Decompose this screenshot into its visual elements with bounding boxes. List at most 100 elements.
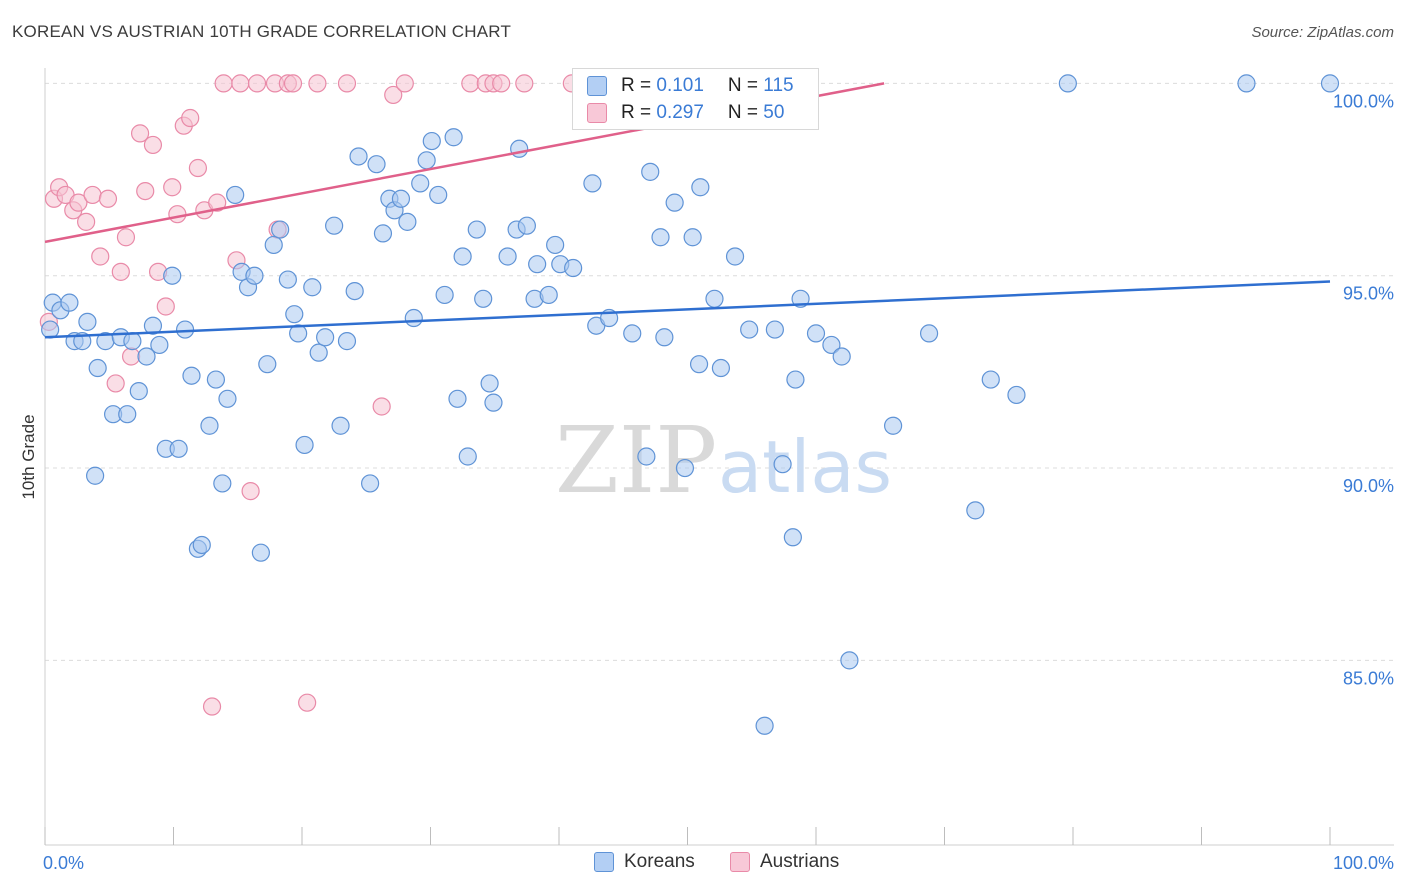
korean-point-34 [258, 355, 277, 374]
korean-n-value: 115 [763, 75, 794, 96]
korean-point-109 [981, 370, 1000, 389]
austrian-point-25 [202, 697, 222, 716]
korean-point-99 [783, 528, 802, 547]
korean-point-113 [1320, 74, 1340, 93]
korean-points [41, 74, 1340, 735]
watermark-atlas: atlas [718, 425, 892, 509]
korean-point-108 [966, 501, 985, 520]
korean-point-46 [337, 332, 357, 351]
korean-point-79 [564, 258, 583, 278]
korean-point-94 [711, 358, 731, 378]
korean-point-72 [510, 139, 529, 158]
legend-row-koreans: R = 0.101 N = 115 [587, 74, 794, 98]
watermark: ZIP atlas [555, 407, 892, 514]
austrian-point-19 [163, 178, 182, 197]
korean-point-12 [118, 405, 137, 424]
korean-point-87 [655, 328, 674, 347]
korean-point-15 [137, 347, 156, 366]
korean-point-43 [316, 328, 335, 347]
austrian-point-20 [168, 205, 187, 224]
austrian-swatch [587, 103, 607, 123]
korean-point-38 [285, 305, 304, 324]
korean-point-66 [467, 220, 486, 239]
austrian-point-41 [395, 74, 414, 93]
korean-point-77 [546, 235, 565, 255]
koreans-swatch [594, 852, 614, 872]
austrian-point-38 [337, 74, 357, 93]
korean-point-6 [78, 312, 97, 331]
y-tick-labels: 100.0% 95.0% 90.0% 85.0% [1333, 91, 1394, 688]
korean-point-104 [832, 347, 851, 366]
y-tick-label-90: 90.0% [1343, 476, 1394, 496]
korean-point-90 [683, 228, 702, 247]
korean-point-48 [349, 147, 368, 166]
korean-point-58 [417, 151, 436, 170]
austrian-n-value: 50 [763, 102, 785, 123]
austrian-n-label: N = [727, 102, 764, 123]
austrian-point-29 [231, 74, 250, 93]
korean-point-21 [175, 320, 195, 339]
korean-point-29 [226, 185, 245, 205]
korean-point-57 [411, 174, 430, 193]
korean-point-98 [773, 455, 792, 474]
austrian-point-14 [130, 124, 150, 143]
korean-point-96 [740, 320, 759, 339]
korean-point-47 [345, 281, 364, 301]
austrian-point-27 [214, 74, 233, 93]
austrian-point-23 [188, 158, 208, 178]
korean-point-92 [691, 178, 710, 197]
legend-item-koreans[interactable]: Koreans [594, 851, 695, 873]
korean-point-67 [474, 289, 493, 308]
korean-r-label: R = [621, 75, 657, 96]
korean-point-86 [651, 228, 670, 247]
korean-point-19 [163, 266, 182, 285]
y-tick-label-100: 100.0% [1333, 91, 1394, 111]
korean-point-68 [480, 374, 499, 393]
austrian-point-30 [241, 482, 260, 501]
korean-point-40 [295, 435, 314, 455]
austrian-point-11 [111, 262, 130, 281]
korean-trend-line [44, 280, 1331, 339]
korean-point-25 [200, 416, 219, 435]
austrian-point-8 [91, 247, 110, 266]
korean-swatch [587, 76, 607, 96]
korean-point-89 [675, 458, 695, 478]
austrian-r-value: 0.297 [656, 102, 704, 123]
korean-point-63 [448, 389, 467, 408]
series-legend: Koreans Austrians [0, 851, 1406, 877]
korean-point-16 [143, 316, 163, 335]
austrian-point-16 [143, 135, 163, 155]
korean-point-93 [705, 289, 724, 308]
austrian-point-26 [208, 193, 227, 212]
korean-point-75 [528, 255, 547, 274]
legend-item-austrians[interactable]: Austrians [730, 851, 839, 873]
austrian-point-42 [461, 74, 480, 93]
source-label: Source: ZipAtlas.com [1251, 24, 1394, 41]
austrian-point-36 [298, 693, 317, 712]
korean-point-41 [303, 278, 322, 297]
korean-n-label: N = [727, 75, 764, 96]
korean-point-105 [840, 651, 859, 670]
koreans-legend-label: Koreans [624, 851, 695, 872]
korean-point-42 [309, 343, 328, 362]
korean-point-100 [786, 370, 805, 389]
korean-point-17 [150, 335, 169, 355]
y-tick-label-85: 85.0% [1343, 668, 1394, 688]
austrian-point-7 [83, 185, 102, 205]
korean-point-37 [278, 270, 297, 289]
korean-point-27 [213, 474, 232, 493]
korean-point-60 [429, 185, 448, 205]
korean-point-83 [623, 324, 642, 343]
korean-point-85 [641, 162, 660, 181]
austrian-point-45 [492, 74, 511, 93]
austrian-point-5 [69, 193, 88, 212]
korean-point-36 [271, 220, 290, 239]
korean-point-28 [218, 389, 237, 408]
korean-point-112 [1237, 74, 1256, 93]
korean-point-0 [41, 320, 60, 339]
korean-point-44 [325, 216, 344, 235]
korean-point-56 [404, 308, 423, 328]
korean-point-84 [637, 447, 656, 466]
korean-point-22 [182, 366, 201, 385]
korean-point-114 [755, 716, 774, 735]
